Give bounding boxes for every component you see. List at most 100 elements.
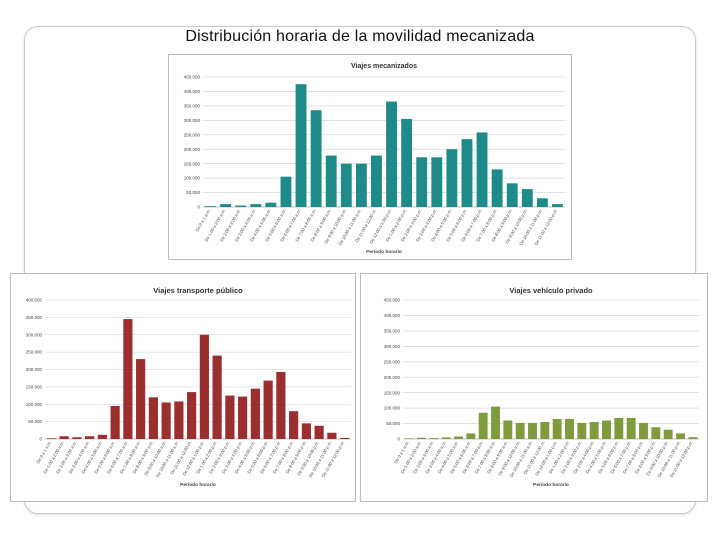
bar — [552, 204, 563, 207]
chart-vehiculo-privado: Viajes vehículo privado 0 50.000 100.000 150… — [384, 286, 699, 488]
bar — [220, 204, 232, 207]
chart-transporte-publico: Viajes transporte público 0 50.000 100.000 1… — [26, 286, 351, 488]
y-tick-label: 0 — [397, 437, 400, 442]
chart-title: Viajes mecanizados — [351, 63, 417, 70]
bar — [688, 437, 698, 439]
bar — [552, 418, 562, 439]
bar — [295, 84, 307, 207]
y-tick-label: 300.000 — [384, 344, 401, 349]
bar — [676, 433, 685, 439]
bar — [602, 420, 611, 439]
y-tick-label: 400.000 — [184, 89, 201, 94]
y-tick-label: 150.000 — [26, 384, 43, 389]
bar — [478, 412, 488, 439]
x-axis-label: Período horario — [180, 482, 216, 488]
bar — [651, 427, 661, 439]
bar — [417, 437, 426, 439]
bar — [310, 110, 322, 207]
bar — [276, 371, 286, 439]
bar — [441, 437, 451, 439]
bar — [199, 334, 209, 439]
bar — [404, 438, 414, 439]
bar — [491, 169, 503, 207]
y-tick-label: 50.000 — [28, 419, 42, 424]
bar — [136, 359, 146, 439]
chart-mecanizados: Viajes mecanizados 0 50.000 100.000 150.000 2… — [184, 63, 565, 255]
bar — [250, 204, 262, 207]
bar — [386, 101, 397, 207]
bar — [416, 157, 428, 207]
bar — [205, 206, 216, 207]
bar — [123, 319, 133, 439]
y-tick-label: 350.000 — [384, 328, 401, 333]
bar — [265, 202, 277, 207]
bar — [225, 395, 235, 439]
bar — [325, 155, 337, 207]
chart-panel-vehiculo-privado: Viajes vehículo privado 0 50.000 100.000 150… — [360, 273, 708, 502]
bar — [663, 429, 673, 439]
y-tick-label: 100.000 — [26, 402, 43, 407]
y-tick-label: 200.000 — [384, 375, 401, 380]
bar — [536, 198, 548, 207]
bar — [503, 420, 513, 439]
y-tick-label: 300.000 — [184, 118, 201, 123]
chart-title: Viajes transporte público — [153, 286, 243, 295]
y-tick-label: 100.000 — [384, 406, 401, 411]
bar — [431, 157, 443, 207]
bar — [235, 205, 247, 207]
bar — [263, 380, 273, 439]
bar — [589, 422, 599, 439]
x-axis-label: Período horario — [533, 482, 569, 488]
bar — [59, 436, 69, 439]
bar — [639, 422, 648, 439]
y-tick-label: 250.000 — [384, 359, 401, 364]
bar — [506, 183, 518, 207]
y-tick-label: 100.000 — [184, 176, 201, 181]
bar — [212, 355, 222, 439]
y-tick-label: 450.000 — [184, 75, 201, 80]
bar — [161, 402, 171, 439]
bar — [174, 401, 184, 439]
bar — [614, 417, 624, 439]
y-tick-label: 50.000 — [186, 190, 200, 195]
x-tick-label: De 11:00 a 12:00 p.m. — [669, 440, 694, 478]
y-tick-label: 200.000 — [184, 147, 201, 152]
bar — [491, 406, 500, 439]
bar — [97, 434, 107, 439]
y-tick-label: 300.000 — [26, 332, 43, 337]
y-tick-label: 0 — [197, 205, 200, 210]
bar — [565, 418, 574, 439]
y-tick-label: 350.000 — [26, 315, 43, 320]
y-tick-label: 200.000 — [26, 367, 43, 372]
bar — [515, 422, 525, 439]
bar — [371, 155, 382, 207]
bar — [466, 433, 476, 439]
y-tick-label: 150.000 — [184, 161, 201, 166]
bar — [355, 163, 367, 207]
y-tick-label: 450.000 — [384, 298, 401, 303]
chart-panel-mecanizados: Viajes mecanizados 0 50.000 100.000 150.000 2… — [168, 54, 572, 260]
bar — [401, 118, 413, 207]
bar — [540, 422, 550, 439]
bar — [446, 149, 458, 207]
bar — [238, 396, 248, 439]
y-tick-label: 350.000 — [184, 103, 201, 108]
y-tick-label: 0 — [39, 437, 42, 442]
chart-panel-transporte-publico: Viajes transporte público 0 50.000 100.000 1… — [10, 273, 356, 502]
bar — [577, 422, 587, 439]
bar — [72, 437, 82, 439]
bar — [314, 425, 324, 439]
y-tick-label: 250.000 — [26, 350, 43, 355]
bar — [85, 436, 95, 439]
x-axis-label: Período horario — [366, 249, 402, 255]
y-tick-label: 50.000 — [386, 421, 400, 426]
y-tick-label: 250.000 — [184, 132, 201, 137]
chart-title: Viajes vehículo privado — [509, 286, 593, 295]
bar — [521, 189, 533, 207]
bar — [528, 422, 537, 439]
bar — [280, 176, 292, 207]
bar — [340, 163, 352, 207]
bar — [340, 437, 350, 439]
bar — [289, 411, 299, 439]
bar — [429, 438, 439, 439]
